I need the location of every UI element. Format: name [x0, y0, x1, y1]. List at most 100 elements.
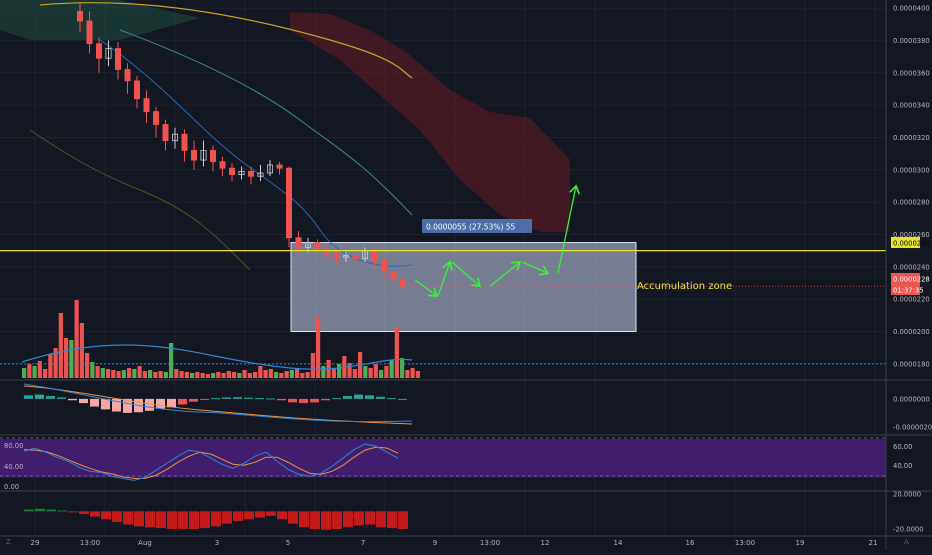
volume-bar — [237, 373, 242, 378]
volume-bar — [27, 364, 32, 378]
macd-pane[interactable] — [23, 383, 413, 425]
time-tick-label: 21 — [869, 539, 878, 547]
candle — [124, 69, 131, 82]
countdown-label: 01:37:35 — [893, 287, 924, 295]
macd-tick-label: 0.0000000 — [893, 395, 930, 403]
oscillator-bar — [321, 511, 331, 530]
oscillator-pane[interactable] — [24, 508, 408, 530]
oscillator-bar — [145, 511, 155, 528]
candle — [323, 248, 330, 255]
candle — [152, 111, 159, 125]
volume-bar — [216, 372, 221, 378]
volume-bar — [116, 371, 121, 378]
projection-arrow — [489, 262, 520, 287]
oscillator-tick-label: -20.0000 — [893, 525, 924, 533]
macd-tick-label: -0.0000020 — [893, 423, 932, 431]
oscillator-bar — [332, 511, 342, 529]
cloud-shape — [290, 12, 570, 232]
macd-histogram-bar — [35, 394, 44, 399]
macd-histogram-bar — [57, 397, 66, 399]
volume-bar — [415, 371, 420, 378]
accumulation-zone-label: Accumulation zone — [637, 281, 732, 292]
volume-bar — [310, 353, 315, 378]
price-tick-label: 0.0000340 — [893, 102, 930, 110]
volume-bar — [263, 370, 268, 378]
oscillator-tick-label: 20.0000 — [893, 490, 921, 498]
volume-bar — [279, 373, 284, 378]
volume-bar — [58, 313, 63, 378]
macd-histogram-bar — [211, 398, 220, 400]
time-tick-label: 19 — [796, 539, 805, 547]
oscillator-bar — [277, 511, 287, 520]
oscillator-bar — [233, 511, 243, 522]
macd-histogram-bar — [145, 398, 154, 411]
oscillator-bar — [365, 511, 375, 525]
volume-bar — [268, 369, 273, 378]
stochastic-pane[interactable] — [0, 437, 886, 481]
volume-bar — [295, 368, 300, 378]
macd-histogram-bar — [365, 395, 374, 399]
time-tick-label: 13:00 — [735, 539, 755, 547]
projection-arrow — [437, 262, 450, 297]
macd-histogram-bar — [24, 395, 33, 399]
volume-bar — [163, 372, 168, 378]
oscillator-bar — [35, 508, 45, 512]
candle — [143, 98, 150, 112]
macd-histogram-bar — [288, 398, 297, 403]
volume-bar — [127, 368, 132, 378]
price-axis[interactable]: 0.0000400 0.0000380 0.0000360 0.0000340 0.00… — [4, 5, 932, 534]
volume-bar — [106, 369, 111, 378]
volume-bar — [190, 373, 195, 378]
volume-bar — [274, 372, 279, 378]
price-tick-label: 0.0000380 — [893, 37, 930, 45]
volume-bar — [337, 364, 342, 378]
stoch-k-line — [23, 443, 399, 481]
oscillator-bar — [134, 511, 144, 527]
oscillator-bar — [299, 511, 309, 528]
stoch-tick-label-left: 80.00 — [4, 442, 23, 450]
macd-histogram-bar — [167, 398, 176, 408]
candle — [285, 167, 292, 239]
candle — [247, 171, 254, 177]
volume-bar — [289, 370, 294, 378]
macd-histogram-bar — [112, 398, 121, 412]
candle — [276, 164, 283, 169]
volume-bar — [384, 366, 389, 378]
price-tick-label: 0.0000400 — [893, 5, 930, 13]
volume-bar — [205, 374, 210, 378]
corner-mark-left: Z — [6, 538, 11, 546]
volume-bar — [379, 370, 384, 378]
oscillator-bar — [222, 511, 232, 524]
time-tick-label: 7 — [361, 539, 365, 547]
volume-bar — [48, 354, 53, 378]
resistance-price-label: 0.0000250 — [893, 240, 930, 248]
volume-bar — [195, 372, 200, 378]
volume-bar — [158, 371, 163, 378]
volume-bar — [184, 372, 189, 378]
measure-label-box — [422, 219, 532, 233]
volume-bar — [85, 353, 90, 378]
time-tick-label: Aug — [138, 539, 152, 547]
oscillator-bar — [376, 511, 386, 528]
volume-bar — [389, 360, 394, 378]
oscillator-bar — [354, 511, 364, 526]
candle — [257, 172, 264, 177]
volume-bar — [394, 328, 399, 378]
candle — [200, 149, 207, 161]
time-tick-label: 12 — [541, 539, 550, 547]
oscillator-bar — [167, 511, 177, 529]
time-axis[interactable]: 29 13:00 Aug 3 5 7 9 13:00 12 14 16 13:00 19 21 — [31, 539, 878, 547]
oscillator-bar — [200, 511, 210, 529]
oscillator-bar — [178, 511, 188, 529]
candle — [162, 124, 169, 142]
oscillator-bar — [255, 511, 265, 518]
price-tick-label: 0.0000360 — [893, 69, 930, 77]
volume-bar — [121, 370, 126, 378]
macd-line — [23, 383, 413, 423]
oscillator-bar — [387, 511, 397, 529]
oscillator-bar — [398, 511, 408, 529]
projection-arrow — [451, 261, 480, 286]
